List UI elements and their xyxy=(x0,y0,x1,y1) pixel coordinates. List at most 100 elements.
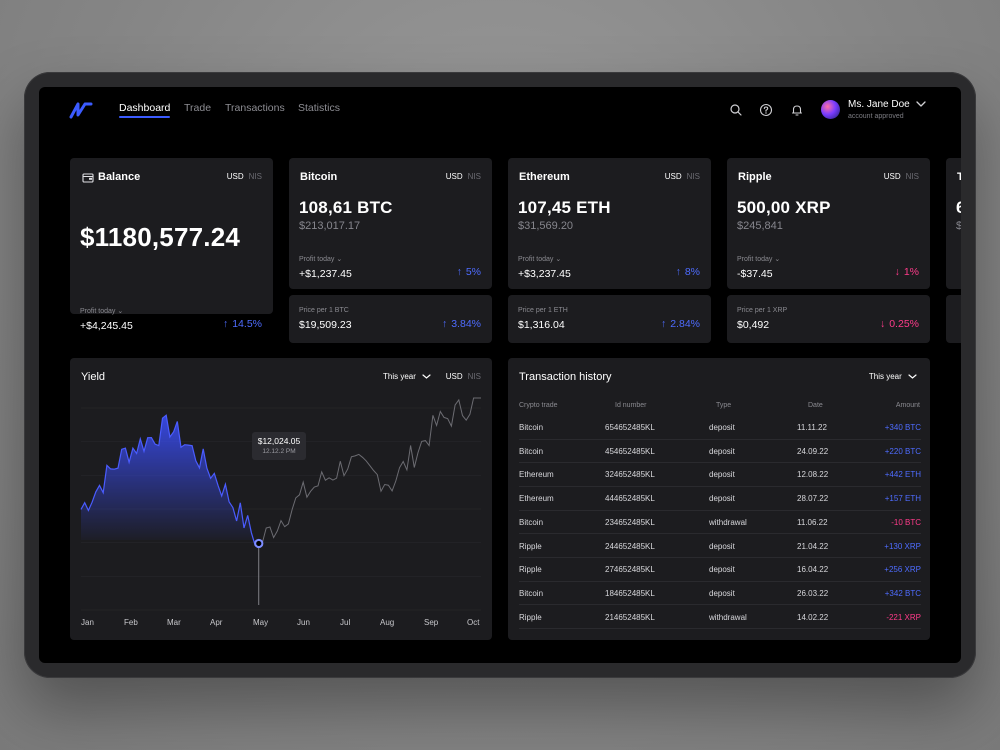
user-name[interactable]: Ms. Jane Doe xyxy=(848,99,910,110)
yield-chart[interactable] xyxy=(70,358,492,640)
marker-dot[interactable] xyxy=(254,538,264,549)
currency-usd[interactable]: USD xyxy=(664,172,682,181)
cell-crypto: Ripple xyxy=(519,612,542,622)
currency-nis[interactable]: NIS xyxy=(248,172,262,181)
nav-dashboard[interactable]: Dashboard xyxy=(119,102,171,118)
profit-value: +$4,245.45 xyxy=(80,320,133,332)
cell-amount: +442 ETH xyxy=(884,470,921,480)
cell-type: deposit xyxy=(709,494,735,504)
currency-toggle[interactable]: USD NIS xyxy=(884,172,919,181)
column-header[interactable]: Amount xyxy=(895,402,920,409)
currency-nis[interactable]: NIS xyxy=(467,172,481,181)
cell-type: deposit xyxy=(709,423,735,432)
currency-nis[interactable]: NIS xyxy=(905,172,919,181)
currency-usd[interactable]: USD xyxy=(445,172,463,181)
month-label: May xyxy=(253,618,269,627)
nav-trade[interactable]: Trade xyxy=(184,102,212,114)
balance-card: Balance USD NIS $1180,577.24 Profit today… xyxy=(70,158,273,332)
price-card-ripple: Price per 1 XRP $0,492 ↓ 0.25% xyxy=(727,295,930,343)
profit-label[interactable]: Profit today ⌄ xyxy=(737,256,781,263)
price-label: Price per 1 XRP xyxy=(737,307,788,314)
arrow-down-icon: ↓ xyxy=(894,266,900,278)
cell-type: deposit xyxy=(709,588,735,598)
cell-date: 16.04.22 xyxy=(797,565,829,575)
table-row[interactable]: Ripple 214652485KL withdrawal 14.02.22 -221 … xyxy=(519,606,921,630)
cell-id: 184652485KL xyxy=(605,588,655,598)
cell-amount: +157 ETH xyxy=(884,494,921,504)
column-header[interactable]: Date xyxy=(808,402,823,409)
cell-amount: +220 BTC xyxy=(884,446,921,456)
currency-toggle[interactable]: USD NIS xyxy=(446,372,481,381)
currency-usd[interactable]: USD xyxy=(226,172,244,181)
tooltip-value: $12,024.05 xyxy=(257,436,301,446)
coin-card-bitcoin[interactable]: Bitcoin USD NIS 108,61 BTC $213,017.17 Pr… xyxy=(289,158,492,289)
month-label: Jul xyxy=(340,618,351,627)
price-change: ↑ 2.84% xyxy=(660,318,700,330)
yield-area xyxy=(81,415,259,546)
avatar[interactable] xyxy=(821,100,840,119)
table-row[interactable]: Ethereum 324652485KL deposit 12.08.22 +442 E… xyxy=(519,463,921,487)
tooltip-date: 12.12.2 PM xyxy=(262,448,296,455)
logo-icon[interactable] xyxy=(69,101,93,119)
table-row[interactable]: Bitcoin 184652485KL deposit 26.03.22 +342 BT… xyxy=(519,582,921,606)
transaction-history-card: Transaction history This year Crypto tra… xyxy=(508,358,930,640)
coin-card-partial[interactable]: T 6 $ xyxy=(946,158,961,289)
month-label: Feb xyxy=(124,618,138,627)
cell-date: 26.03.22 xyxy=(797,588,829,598)
column-header[interactable]: Crypto trade xyxy=(519,402,558,409)
coin-card-ripple[interactable]: Ripple USD NIS 500,00 XRP $245,841 Profit… xyxy=(727,158,930,289)
cell-id: 454652485KL xyxy=(605,446,655,456)
currency-nis[interactable]: NIS xyxy=(467,372,481,381)
balance-title: Balance xyxy=(98,171,141,183)
table-row[interactable]: Ripple 274652485KL deposit 16.04.22 +256 XRP xyxy=(519,558,921,582)
coin-change: ↓ 1% xyxy=(894,266,919,278)
yield-period-select[interactable]: This year xyxy=(383,372,431,381)
top-navigation: Dashboard Trade Transactions Statistics … xyxy=(39,87,961,137)
cell-date: 28.07.22 xyxy=(797,494,829,504)
currency-toggle[interactable]: USD NIS xyxy=(665,172,700,181)
month-label: Jan xyxy=(81,618,94,627)
transactions-period-select[interactable]: This year xyxy=(869,372,917,381)
coin-amount: 500,00 XRP xyxy=(737,198,831,217)
balance-amount: $1180,577.24 xyxy=(80,222,241,252)
cell-id: 324652485KL xyxy=(605,470,655,480)
table-row[interactable]: Bitcoin 654652485KL deposit 11.11.22 +340 BT… xyxy=(519,416,921,440)
nav-transactions[interactable]: Transactions xyxy=(225,102,285,114)
price-label: Price per 1 ETH xyxy=(518,307,568,314)
cell-type: withdrawal xyxy=(709,612,747,622)
cell-amount: +256 XRP xyxy=(884,565,921,575)
coin-value: $213,017.17 xyxy=(299,220,361,232)
column-header[interactable]: Id number xyxy=(615,402,647,409)
chevron-down-icon[interactable] xyxy=(915,99,927,109)
table-row[interactable]: Ethereum 444652485KL deposit 28.07.22 +157 E… xyxy=(519,487,921,511)
coin-value: $ xyxy=(956,220,961,232)
currency-nis[interactable]: NIS xyxy=(686,172,700,181)
currency-usd[interactable]: USD xyxy=(883,172,901,181)
yield-line-past xyxy=(80,414,260,547)
cell-date: 12.08.22 xyxy=(797,470,829,480)
month-label: Jun xyxy=(297,618,310,627)
table-row[interactable]: Ripple 244652485KL deposit 21.04.22 +130 XRP xyxy=(519,535,921,558)
arrow-up-icon: ↑ xyxy=(456,266,462,278)
cell-amount: +130 XRP xyxy=(884,541,921,551)
currency-toggle[interactable]: USD NIS xyxy=(446,172,481,181)
profit-label[interactable]: Profit today ⌄ xyxy=(299,256,343,263)
column-header[interactable]: Type xyxy=(716,402,732,409)
cell-crypto: Bitcoin xyxy=(519,446,544,456)
currency-usd[interactable]: USD xyxy=(445,372,463,381)
profit-value: +$1,237.45 xyxy=(299,268,352,280)
price-value: $19,509.23 xyxy=(299,319,352,331)
currency-toggle[interactable]: USD NIS xyxy=(227,172,262,181)
table-row[interactable]: Bitcoin 454652485KL deposit 24.09.22 +220 BT… xyxy=(519,440,921,464)
nav-statistics[interactable]: Statistics xyxy=(298,102,341,114)
profit-label[interactable]: Profit today ⌄ xyxy=(518,256,562,263)
search-icon[interactable] xyxy=(729,103,743,117)
bell-icon[interactable] xyxy=(790,103,804,117)
profit-label[interactable]: Profit today ⌄ xyxy=(80,308,124,315)
help-icon[interactable] xyxy=(759,103,773,117)
table-row[interactable]: Bitcoin 234652485KL withdrawal 11.06.22 -10 … xyxy=(519,511,921,535)
profit-value: +$3,237.45 xyxy=(518,268,571,280)
coin-card-ethereum[interactable]: Ethereum USD NIS 107,45 ETH $31,569.20 Pr… xyxy=(508,158,711,289)
arrow-up-icon: ↑ xyxy=(675,266,681,278)
cell-id: 234652485KL xyxy=(605,517,655,527)
